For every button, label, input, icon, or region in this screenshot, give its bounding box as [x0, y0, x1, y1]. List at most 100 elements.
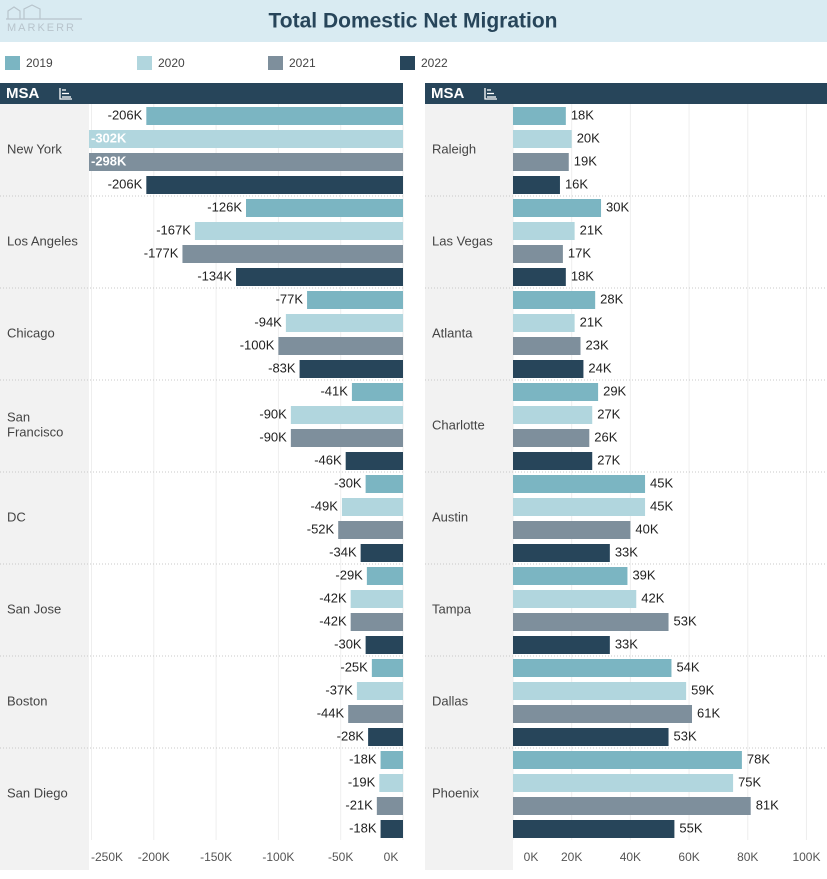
value-label: 17K [568, 245, 591, 260]
value-label: 24K [588, 360, 611, 375]
bar [146, 107, 403, 125]
bar [513, 797, 751, 815]
bar [513, 751, 742, 769]
value-label: -34K [329, 544, 357, 559]
value-label: -18K [349, 820, 377, 835]
category-label: Los Angeles [7, 233, 78, 248]
value-label: -90K [259, 429, 287, 444]
bar [246, 199, 403, 217]
value-label: -41K [320, 383, 348, 398]
value-label: -126K [207, 199, 242, 214]
value-label: 53K [674, 613, 697, 628]
value-label: -30K [334, 636, 362, 651]
bar [513, 107, 566, 125]
bar [278, 337, 403, 355]
bar [513, 452, 593, 470]
x-tick-label: 60K [678, 850, 699, 864]
bar [307, 291, 403, 309]
legend-swatch [400, 56, 415, 70]
bar [513, 176, 560, 194]
value-label: -100K [240, 337, 275, 352]
x-tick-label: -200K [138, 850, 170, 864]
value-label: -206K [108, 176, 143, 191]
bar [513, 406, 593, 424]
x-tick-label: 20K [561, 850, 582, 864]
value-label: -44K [317, 705, 345, 720]
value-label: 40K [635, 521, 658, 536]
value-label: 33K [615, 636, 638, 651]
bar [236, 268, 403, 286]
bar [379, 774, 403, 792]
bar [290, 429, 403, 447]
value-label: -18K [349, 751, 377, 766]
bar [513, 314, 575, 332]
x-tick-label: 40K [620, 850, 641, 864]
bar [89, 130, 403, 148]
value-label: 54K [676, 659, 699, 674]
value-label: 42K [641, 590, 664, 605]
value-label: 45K [650, 498, 673, 513]
x-tick-label: 80K [737, 850, 758, 864]
axis-title: MSA [6, 85, 40, 102]
panel-header [0, 83, 403, 104]
value-label: -42K [319, 613, 347, 628]
bar [513, 682, 687, 700]
bar [348, 705, 403, 723]
bar [513, 268, 566, 286]
bar [513, 337, 581, 355]
bar [350, 590, 403, 608]
value-label: -52K [307, 521, 335, 536]
category-label: Dallas [432, 693, 469, 708]
value-label: 39K [632, 567, 655, 582]
bar [513, 222, 575, 240]
bar [513, 245, 563, 263]
value-label: 20K [577, 130, 600, 145]
bars [513, 107, 751, 838]
category-label: Austin [432, 509, 468, 524]
bar [365, 475, 403, 493]
bar [513, 383, 599, 401]
value-label: 81K [756, 797, 779, 812]
x-tick-label: -100K [262, 850, 294, 864]
category-label: San Francisco [7, 410, 63, 440]
value-label: 33K [615, 544, 638, 559]
bar [365, 636, 403, 654]
bar [513, 360, 584, 378]
value-label: 59K [691, 682, 714, 697]
category-label: Chicago [7, 325, 55, 340]
value-label: 28K [600, 291, 623, 306]
bar [368, 728, 403, 746]
bar [371, 659, 403, 677]
category-label: New York [7, 141, 62, 156]
sort-icon [484, 88, 497, 100]
bar [513, 659, 672, 677]
category-label: Las Vegas [432, 233, 493, 248]
value-label: -90K [259, 406, 287, 421]
value-label: -19K [348, 774, 376, 789]
bar [338, 521, 403, 539]
value-label: 75K [738, 774, 761, 789]
value-label: -77K [276, 291, 304, 306]
sort-icon-part [59, 88, 72, 100]
bar [513, 590, 637, 608]
logo: MARKERR [7, 22, 76, 34]
value-label: 30K [606, 199, 629, 214]
bar [351, 383, 403, 401]
legend-label: 2019 [26, 56, 53, 70]
bar [290, 406, 403, 424]
value-label: 18K [571, 268, 594, 283]
axis-title: MSA [431, 85, 465, 102]
bar [513, 613, 669, 631]
value-label: 45K [650, 475, 673, 490]
value-label: -21K [345, 797, 373, 812]
category-label: Raleigh [432, 141, 476, 156]
x-tick-label: 0K [524, 850, 539, 864]
bar [356, 682, 403, 700]
bar [341, 498, 403, 516]
value-label: -25K [340, 659, 368, 674]
bar [513, 199, 602, 217]
value-label: 27K [597, 452, 620, 467]
bar [146, 176, 403, 194]
value-label: 55K [679, 820, 702, 835]
bar [350, 613, 403, 631]
